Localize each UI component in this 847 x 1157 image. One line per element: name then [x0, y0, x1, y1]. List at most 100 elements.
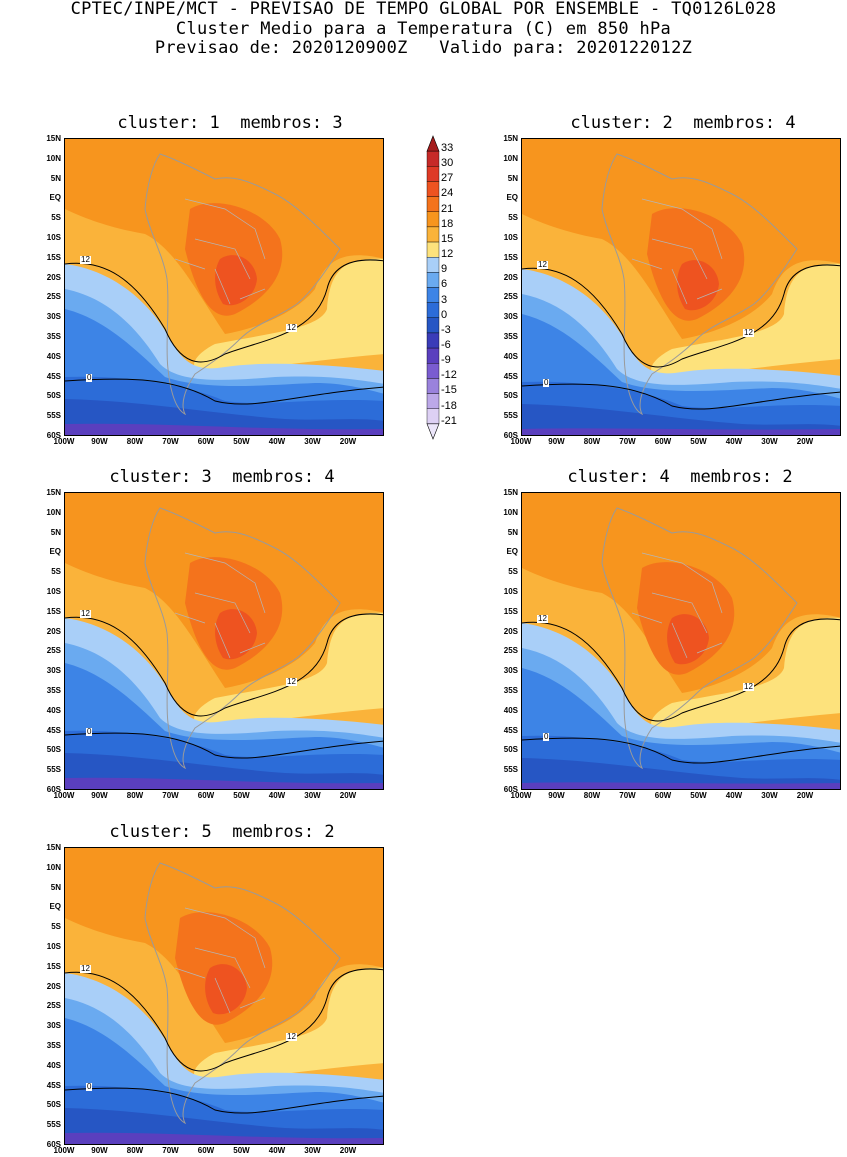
colorbar-tick-label: 15	[441, 232, 454, 245]
contour-label-12: 12	[537, 260, 548, 269]
longitude-label: 40W	[268, 1146, 286, 1155]
longitude-label: 40W	[268, 437, 286, 446]
longitude-label: 30W	[304, 791, 321, 800]
longitude-label: 100W	[510, 791, 532, 800]
latitude-label: 10N	[46, 507, 61, 517]
latitude-label: 45S	[46, 1080, 61, 1090]
longitude-label: 60W	[197, 437, 215, 446]
contour-label-0: 0	[543, 378, 550, 387]
latitude-label: 35S	[46, 332, 61, 341]
panel-title: cluster: 4 membros: 2	[567, 467, 793, 487]
colorbar-tick-label: -3	[441, 323, 451, 336]
latitude-label: 55S	[503, 411, 518, 421]
colorbar-swatch	[426, 423, 440, 440]
latitude-label: 50S	[503, 391, 518, 401]
temperature-map	[65, 848, 383, 1144]
latitude-label: 35S	[503, 686, 518, 695]
map-panel	[521, 138, 841, 436]
latitude-label: 35S	[503, 332, 518, 341]
contour-label-12: 12	[743, 328, 754, 337]
longitude-label: 80W	[126, 1146, 144, 1155]
latitude-label: 55S	[46, 765, 61, 775]
latitude-label: 25S	[46, 292, 61, 302]
temperature-map	[65, 493, 383, 789]
longitude-label: 80W	[583, 791, 601, 800]
latitude-label: 60S	[503, 431, 518, 440]
map-panel	[64, 492, 384, 790]
contour-label-12: 12	[80, 609, 91, 618]
colorbar-swatch	[426, 378, 440, 394]
longitude-label: 20W	[339, 437, 357, 446]
contour-label-12: 12	[80, 964, 91, 973]
panel-title: cluster: 1 membros: 3	[117, 113, 343, 133]
colorbar-swatch	[426, 211, 440, 228]
colorbar-bar	[426, 135, 440, 440]
latitude-label: 60S	[46, 1140, 61, 1149]
longitude-label: 50W	[233, 1146, 250, 1155]
longitude-label: 70W	[162, 791, 179, 800]
latitude-label: 25S	[46, 1001, 61, 1011]
longitude-label: 60W	[197, 791, 215, 800]
panel-title: cluster: 2 membros: 4	[570, 113, 796, 133]
colorbar-swatch	[426, 347, 440, 364]
latitude-label: 10N	[503, 153, 518, 163]
latitude-label: 50S	[46, 391, 61, 401]
longitude-label: 100W	[510, 437, 532, 446]
latitude-label: 40S	[46, 1060, 61, 1070]
longitude-label: 100W	[53, 437, 75, 446]
colorbar-swatch	[426, 135, 440, 152]
latitude-label: 50S	[503, 745, 518, 755]
latitude-label: 5S	[51, 213, 61, 223]
contour-label-12: 12	[286, 323, 297, 332]
latitude-label: EQ	[49, 547, 61, 557]
latitude-label: 5N	[507, 173, 518, 183]
longitude-label: 20W	[796, 791, 814, 800]
latitude-label: 25S	[503, 292, 518, 302]
latitude-label: 10S	[46, 587, 61, 596]
colorbar-tick-label: -15	[441, 384, 457, 397]
colorbar-tick-label: 24	[441, 187, 454, 200]
temperature-map	[522, 139, 840, 435]
colorbar-tick-label: 18	[441, 217, 454, 230]
contour-label-0: 0	[543, 732, 550, 741]
latitude-label: 30S	[503, 666, 518, 676]
longitude-label: 70W	[162, 1146, 179, 1155]
colorbar-tick-label: -6	[441, 338, 451, 351]
latitude-label: 30S	[46, 1021, 61, 1031]
latitude-label: 45S	[503, 371, 518, 381]
latitude-label: 30S	[503, 312, 518, 322]
colorbar-swatch	[426, 226, 440, 243]
longitude-label: 80W	[126, 437, 144, 446]
latitude-label: 15N	[46, 843, 61, 852]
panel-title: cluster: 3 membros: 4	[109, 467, 335, 487]
longitude-label: 60W	[197, 1146, 215, 1155]
colorbar-swatch	[426, 272, 440, 288]
latitude-label: 20S	[503, 272, 518, 282]
colorbar-tick-label: -9	[441, 354, 451, 367]
latitude-label: EQ	[506, 547, 518, 557]
colorbar-tick-label: 3	[441, 293, 448, 306]
latitude-label: 30S	[46, 666, 61, 676]
latitude-label: 10S	[46, 942, 61, 951]
contour-label-12: 12	[286, 677, 297, 686]
longitude-label: 40W	[725, 437, 743, 446]
latitude-label: EQ	[506, 193, 518, 203]
latitude-label: 10S	[46, 233, 61, 242]
latitude-label: 15S	[46, 252, 61, 262]
colorbar-tick-label: -18	[441, 399, 457, 412]
latitude-label: 60S	[46, 431, 61, 440]
map-panel	[64, 847, 384, 1145]
colorbar-swatch	[426, 166, 440, 182]
latitude-label: 15N	[503, 488, 518, 497]
latitude-label: 45S	[46, 371, 61, 381]
latitude-label: 15N	[503, 134, 518, 143]
latitude-label: 60S	[503, 785, 518, 794]
colorbar-swatch	[426, 408, 440, 425]
latitude-label: 15S	[503, 606, 518, 616]
longitude-label: 20W	[339, 1146, 357, 1155]
longitude-label: 100W	[53, 1146, 75, 1155]
latitude-label: 5S	[508, 567, 518, 577]
contour-label-0: 0	[86, 1082, 93, 1091]
latitude-label: 10S	[503, 233, 518, 242]
map-panel	[521, 492, 841, 790]
